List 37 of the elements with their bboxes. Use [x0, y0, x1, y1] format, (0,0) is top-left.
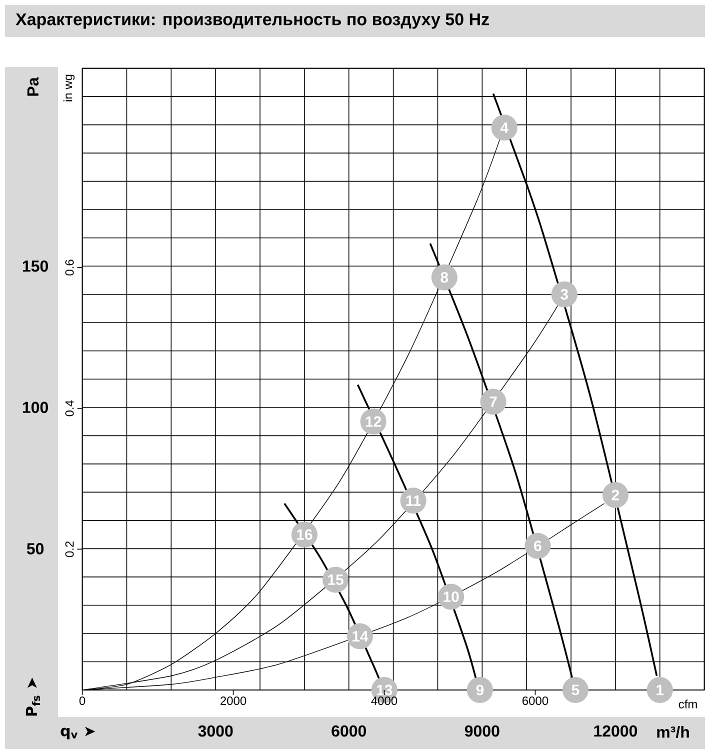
- annotation: 16: [297, 529, 312, 540]
- x2-axis-title: cfm: [678, 700, 697, 708]
- annotation: 10: [444, 591, 459, 602]
- x-tick-label: 9000: [464, 725, 500, 737]
- annotation: 6: [534, 540, 542, 552]
- y-tick-label: 100: [22, 402, 48, 414]
- y-axis-title: Pa: [27, 77, 39, 96]
- annotation: 5: [572, 684, 580, 696]
- annotation: 4: [500, 122, 508, 133]
- y2-axis-title: in wg: [63, 74, 75, 102]
- x2-tick-label: 2000: [220, 696, 246, 706]
- x2-tick-label: 4000: [371, 696, 398, 706]
- x2-tick-label: 6000: [522, 696, 548, 706]
- annotation: 8: [440, 272, 448, 283]
- annotation: 2: [612, 490, 620, 500]
- annotation: 3: [560, 289, 568, 300]
- annotation: 1: [656, 684, 664, 696]
- y2-tick-label: 0.4: [65, 400, 74, 416]
- annotation: 9: [476, 684, 484, 696]
- annotation: 15: [328, 574, 344, 586]
- x-tick-label: 12000: [594, 725, 638, 737]
- annotation: 11: [406, 496, 421, 506]
- chart-title: Характеристики: производительность по воздуху 50 Hz: [16, 13, 489, 29]
- y-tick-label: 50: [26, 543, 44, 554]
- annotation: 7: [490, 396, 497, 407]
- y-tick-label: 150: [22, 260, 48, 272]
- text: P$_{fs}$ ➤: [26, 678, 40, 716]
- annotation: 13: [377, 684, 392, 696]
- x-axis-title: m³/h: [657, 726, 689, 738]
- x-tick-label: 6000: [332, 725, 366, 737]
- text: q$_{v}$ ➤: [60, 726, 96, 740]
- annotation: 14: [352, 631, 368, 642]
- annotation: 12: [366, 416, 382, 427]
- y2-tick-label: 0.2: [65, 541, 74, 558]
- x2-tick-label: 0: [79, 696, 86, 706]
- x-tick-label: 3000: [198, 725, 233, 737]
- y2-tick-label: 0.6: [65, 260, 74, 276]
